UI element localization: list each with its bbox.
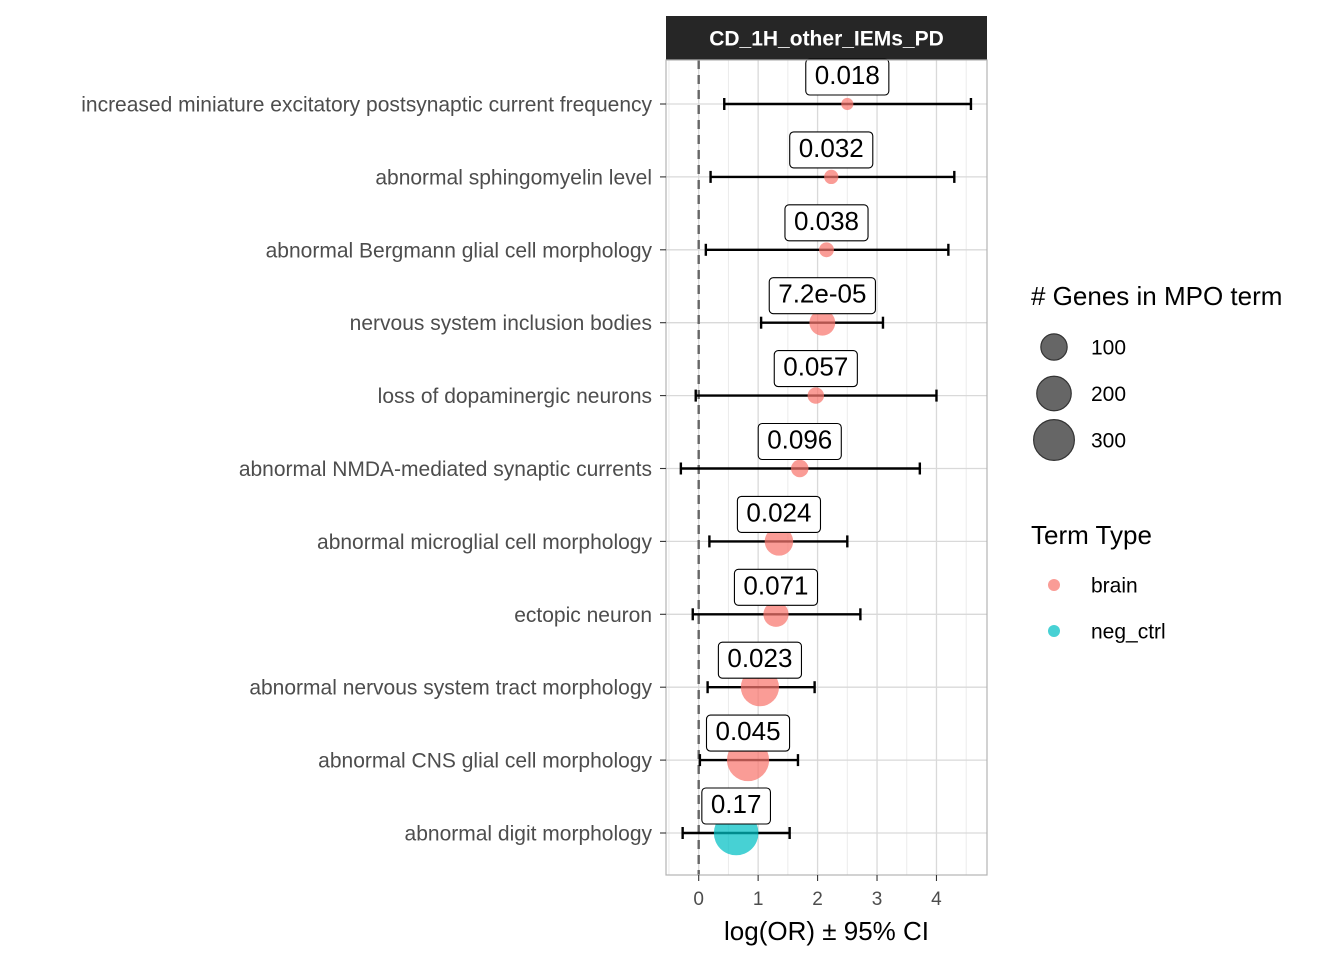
pvalue-label-box <box>733 568 819 606</box>
pvalue-label: 0.023 <box>717 641 803 679</box>
data-point <box>763 601 789 627</box>
y-axis: increased miniature excitatory postsynap… <box>81 94 666 846</box>
color-legend-item: brain <box>1048 575 1138 598</box>
facet-title: CD_1H_other_IEMs_PD <box>709 28 944 51</box>
pvalue-label-box <box>784 204 869 242</box>
pvalue-label: 0.17 <box>701 787 771 825</box>
pvalue-label-text: 0.018 <box>815 60 880 90</box>
size-legend-label: 100 <box>1091 337 1126 360</box>
pvalue-label-box <box>773 350 858 388</box>
pvalue-labels: 0.018 0.032 0.038 7.2e-05 0.057 0.096 0.024 0.0… <box>701 58 890 825</box>
pvalue-label: 0.045 <box>705 714 791 752</box>
pvalue-label-text: 0.096 <box>767 425 832 455</box>
pvalue-label-box <box>789 131 874 169</box>
pvalue-label-text: 0.057 <box>783 352 848 382</box>
y-tick-label: abnormal nervous system tract morphology <box>249 677 652 700</box>
pvalue-label-text: 0.032 <box>799 133 864 163</box>
color-legend-item: neg_ctrl <box>1048 621 1166 644</box>
data-point <box>824 169 839 185</box>
pvalue-label: 0.057 <box>773 350 858 388</box>
color-legend-key <box>1048 579 1060 591</box>
pvalue-label: 0.018 <box>805 58 890 96</box>
pvalue-label: 7.2e-05 <box>768 277 876 315</box>
pvalue-label-text: 7.2e-05 <box>778 279 866 309</box>
pvalue-label: 0.024 <box>736 495 822 533</box>
y-tick-label: nervous system inclusion bodies <box>350 312 652 335</box>
pvalue-label: 0.096 <box>757 422 842 461</box>
pvalue-label-box <box>768 277 876 315</box>
color-legend-label: brain <box>1091 575 1138 598</box>
data-point <box>807 387 824 404</box>
data-point <box>819 242 834 258</box>
pvalue-label: 0.071 <box>733 568 819 606</box>
color-legend-title: Term Type <box>1031 520 1152 550</box>
x-tick-label: 3 <box>872 889 883 910</box>
pvalue-label: 0.038 <box>784 204 869 242</box>
data-point <box>791 459 809 478</box>
x-tick-label: 2 <box>812 889 823 910</box>
facet-strip <box>666 16 987 60</box>
y-tick-label: abnormal Bergmann glial cell morphology <box>266 239 653 262</box>
y-tick-label: loss of dopaminergic neurons <box>378 385 652 408</box>
data-point <box>809 309 836 336</box>
size-legend-key <box>1033 419 1075 461</box>
pvalue-label-box <box>757 422 842 461</box>
size-legend-item: 300 <box>1033 419 1126 461</box>
size-legend-label: 300 <box>1091 430 1126 453</box>
size-legend-item: 100 <box>1040 333 1126 361</box>
y-tick-label: increased miniature excitatory postsynap… <box>81 94 652 117</box>
x-tick-label: 0 <box>693 889 704 910</box>
y-tick-label: abnormal sphingomyelin level <box>375 166 652 189</box>
data-point <box>841 97 854 111</box>
pvalue-label-box <box>701 787 771 825</box>
pvalue-label-box <box>705 714 791 752</box>
pvalue-label-text: 0.17 <box>711 789 762 819</box>
pvalue-label-text: 0.038 <box>794 206 859 236</box>
pvalue-label-box <box>736 495 822 533</box>
x-tick-label: 4 <box>931 889 942 910</box>
size-legend-key <box>1036 375 1072 412</box>
x-tick-label: 1 <box>753 889 764 910</box>
pvalue-label-text: 0.045 <box>715 716 780 746</box>
size-legend-title: # Genes in MPO term <box>1031 281 1282 311</box>
y-tick-label: abnormal digit morphology <box>405 823 653 846</box>
size-legend-item: 200 <box>1036 375 1126 412</box>
y-tick-label: ectopic neuron <box>514 604 652 627</box>
pvalue-label-box <box>805 58 890 96</box>
color-legend-key <box>1048 625 1060 637</box>
color-legend-items: brain neg_ctrl <box>1048 575 1166 644</box>
x-axis: 0 1 2 3 4 <box>693 875 942 910</box>
pvalue-label-text: 0.023 <box>727 643 792 673</box>
y-tick-label: abnormal CNS glial cell morphology <box>318 750 652 773</box>
panel-border <box>665 59 988 876</box>
pvalue-label: 0.032 <box>789 131 874 169</box>
size-legend-items: 100 200 300 <box>1033 333 1126 461</box>
x-axis-title: log(OR) ± 95% CI <box>724 916 929 946</box>
pvalue-label-text: 0.024 <box>746 497 811 527</box>
size-legend-label: 200 <box>1091 383 1126 406</box>
color-legend-label: neg_ctrl <box>1091 621 1166 644</box>
y-tick-label: abnormal NMDA-mediated synaptic currents <box>239 458 652 481</box>
pvalue-label-box <box>717 641 803 679</box>
y-tick-label: abnormal microglial cell morphology <box>317 531 652 554</box>
size-legend-key <box>1040 333 1068 361</box>
data-point <box>764 527 794 556</box>
pvalue-label-text: 0.071 <box>743 570 808 600</box>
